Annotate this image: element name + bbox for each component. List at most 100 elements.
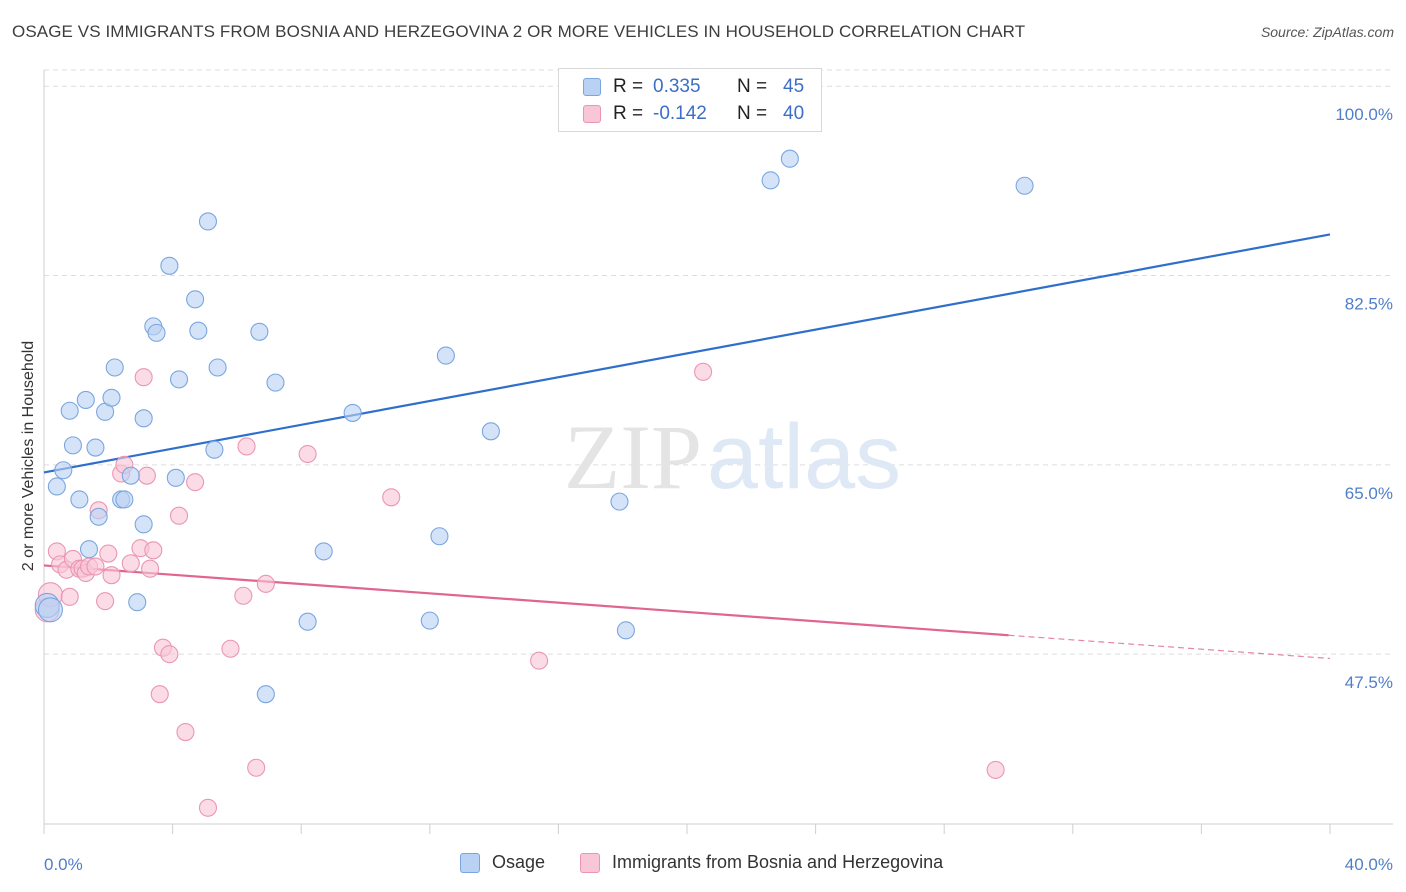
stats-legend-row-bosnia: R = -0.142 N = 40 [583,102,804,126]
osage-point [189,321,208,340]
bosnia-point [150,685,169,704]
osage-point [436,346,455,365]
chart-title: OSAGE VS IMMIGRANTS FROM BOSNIA AND HERZ… [12,22,1026,41]
y-tick-label: 65.0% [1345,484,1393,503]
bosnia-point [141,559,160,578]
bosnia-point [144,541,163,560]
osage-point [481,422,500,441]
bosnia-point [221,639,240,658]
grid-lines [44,69,1393,655]
n-value: 45 [783,76,805,97]
osage-point [60,401,79,420]
osage-point [186,290,205,309]
watermark-atlas: atlas [707,406,901,508]
bosnia-point [694,362,713,381]
r-value: 0.335 [653,76,701,97]
trend-line-osage [43,233,1331,474]
trend-line-bosnia [43,564,1009,637]
osage-point [314,542,333,561]
bosnia-point [102,566,121,585]
osage-point [105,358,124,377]
osage-point [134,409,153,428]
bosnia-point [530,651,549,670]
osage-point [610,492,629,511]
osage-point [205,440,224,459]
legend-label-bosnia: Immigrants from Bosnia and Herzegovina [612,852,944,872]
bosnia-point [160,645,179,664]
osage-point [37,597,63,623]
watermark-zip: ZIP [564,406,702,508]
trend-lines [43,233,1331,660]
osage-point [198,212,218,231]
osage-point [266,373,285,392]
osage-point [420,611,439,630]
osage-point [76,390,95,409]
bosnia-point [169,506,189,525]
osage-point [761,171,780,190]
osage-point [134,515,153,534]
y-tick-label: 100.0% [1335,105,1393,124]
trend-line-extension-bosnia [1008,634,1331,660]
bosnia-point [96,592,115,611]
osage-point [147,323,166,342]
bosnia-point [86,557,105,576]
osage-point [250,322,269,341]
data-points [34,149,1034,817]
r-label: R = [613,103,644,124]
osage-point [430,527,449,546]
osage-point [115,490,134,509]
bosnia-point [134,368,153,387]
source-label: Source: ZipAtlas.com [1260,24,1394,40]
osage-point [79,540,99,559]
bosnia-legend-swatch [580,852,600,873]
x-tick-label-max: 40.0% [1345,855,1393,874]
osage-swatch [583,78,601,96]
bosnia-point [60,587,79,606]
osage-legend-swatch [460,852,480,873]
y-tick-label: 82.5% [1345,295,1393,314]
axes: 47.5% 65.0% 82.5% 100.0% [43,70,1393,834]
r-value: -0.142 [653,103,707,124]
osage-point [343,403,362,422]
osage-point [256,685,275,704]
osage-point [102,388,121,407]
osage-point [86,438,105,457]
r-label: R = [613,76,644,97]
legend-item-bosnia[interactable]: Immigrants from Bosnia and Herzegovina [580,852,943,873]
legend-item-osage[interactable]: Osage [460,852,545,873]
stats-legend-row-osage: R = 0.335 N = 45 [583,75,804,99]
bosnia-point [256,574,275,593]
osage-point [128,593,147,612]
bosnia-point [121,554,140,573]
osage-point [780,149,799,168]
bosnia-point [247,758,266,777]
bosnia-point [99,544,118,563]
bosnia-point [382,488,401,507]
osage-point [89,507,108,526]
stats-legend: R = 0.335 N = 45 R = -0.142 N = 40 [558,68,822,132]
osage-point [166,468,185,487]
bosnia-swatch [583,105,601,123]
series-legend: Osage Immigrants from Bosnia and Herzego… [0,852,1406,878]
osage-point [54,461,73,480]
bosnia-point [137,466,156,485]
osage-point [160,256,179,275]
osage-point [616,621,635,640]
bosnia-point [298,444,317,464]
bosnia-point [986,760,1005,779]
osage-point [169,370,189,389]
y-tick-label: 47.5% [1345,673,1393,692]
y-axis-title: 2 or more Vehicles in Household [20,341,37,571]
osage-point [1015,176,1034,195]
osage-point [63,436,82,455]
osage-point [70,490,89,509]
x-tick-label-min: 0.0% [44,855,83,874]
watermark: ZIP atlas [564,406,901,508]
osage-point [47,477,66,496]
n-value: 40 [783,103,805,124]
osage-point [208,358,227,377]
osage-point [298,612,317,631]
bosnia-point [237,437,256,456]
bosnia-point [198,798,218,817]
